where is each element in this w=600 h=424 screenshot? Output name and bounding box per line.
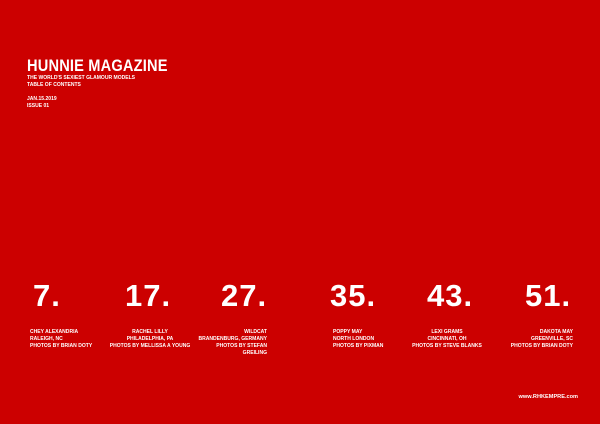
- toc-entry: WILDCAT BRANDENBURG, GERMANY PHOTOS BY S…: [198, 329, 267, 357]
- page-number: 27.: [221, 278, 268, 313]
- toc-entry: RACHEL LILLY PHILADELPHIA, PA PHOTOS BY …: [110, 329, 191, 350]
- magazine-title: HUNNIE MAGAZINE: [27, 56, 168, 75]
- model-location: CINCINNATI, OH: [427, 336, 467, 342]
- model-location: NORTH LONDON: [333, 336, 375, 342]
- subtitle-block: THE WORLD'S SEXIEST GLAMOUR MODELS TABLE…: [27, 75, 135, 89]
- page-number: 7.: [33, 278, 61, 313]
- photo-credit: PHOTOS BY MELLISSA A YOUNG: [109, 343, 191, 349]
- page-number: 35.: [330, 278, 377, 313]
- issue-info: JAN.15.2019 ISSUE 01: [27, 96, 57, 110]
- tagline: THE WORLD'S SEXIEST GLAMOUR MODELS: [27, 75, 136, 81]
- page-number: 17.: [125, 278, 172, 313]
- photo-credit: PHOTOS BY STEVE BLANKS: [412, 343, 482, 349]
- issue-number: ISSUE 01: [27, 103, 50, 109]
- model-name: CHEY ALEXANDRIA: [30, 329, 79, 335]
- model-name: DAKOTA MAY: [539, 329, 573, 335]
- model-name: WILDCAT: [244, 329, 267, 335]
- model-name: RACHEL LILLY: [132, 329, 168, 335]
- model-name: LEXI GRAMS: [431, 329, 463, 335]
- photo-credit: PHOTOS BY BRIAN DOTY: [510, 343, 573, 349]
- photo-credit: PHOTOS BY PIXMAN: [333, 343, 384, 349]
- toc-entry: DAKOTA MAY GREENVILLE, SC PHOTOS BY BRIA…: [511, 329, 573, 350]
- model-location: BRANDENBURG, GERMANY: [198, 336, 267, 342]
- page-number: 51.: [525, 278, 572, 313]
- photo-credit-continued: GREILING: [242, 350, 267, 356]
- model-location: RALEIGH, NC: [30, 336, 63, 342]
- page-number: 43.: [427, 278, 474, 313]
- section-label: TABLE OF CONTENTS: [27, 82, 81, 88]
- website-link[interactable]: www.RHKEMPRE.com: [518, 394, 578, 400]
- issue-date: JAN.15.2019: [27, 96, 57, 102]
- model-location: PHILADELPHIA, PA: [126, 336, 174, 342]
- photo-credit: PHOTOS BY BRIAN DOTY: [30, 343, 93, 349]
- model-name: POPPY MAY: [333, 329, 363, 335]
- toc-entry: POPPY MAY NORTH LONDON PHOTOS BY PIXMAN: [333, 329, 383, 350]
- model-location: GREENVILLE, SC: [531, 336, 573, 342]
- photo-credit: PHOTOS BY STEFAN: [216, 343, 267, 349]
- toc-entry: LEXI GRAMS CINCINNATI, OH PHOTOS BY STEV…: [412, 329, 482, 350]
- toc-entry: CHEY ALEXANDRIA RALEIGH, NC PHOTOS BY BR…: [30, 329, 92, 350]
